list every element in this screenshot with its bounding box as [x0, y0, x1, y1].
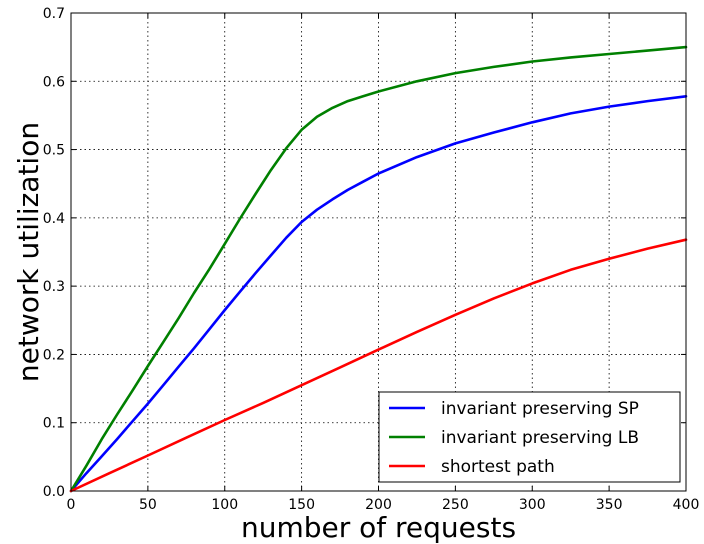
- x-tick-label: 250: [442, 497, 469, 513]
- y-tick-label: 0.4: [43, 211, 65, 227]
- legend-label-1: invariant preserving LB: [441, 428, 639, 448]
- series-line-2: [69, 238, 688, 493]
- x-tick-label: 200: [365, 497, 392, 513]
- legend-label-2: shortest path: [441, 457, 555, 477]
- x-tick-label: 350: [596, 497, 623, 513]
- legend-label-0: invariant preserving SP: [441, 399, 639, 419]
- x-axis-title: number of requests: [241, 511, 516, 544]
- y-tick-label: 0.0: [43, 484, 65, 500]
- y-tick-label: 0.2: [43, 347, 65, 363]
- x-tick-labels: 0 50 100 150 200 250 300 350 400: [67, 497, 700, 513]
- y-tick-labels: 0.0 0.1 0.2 0.3 0.4 0.5 0.6 0.7: [43, 6, 65, 500]
- y-tick-label: 0.6: [43, 74, 65, 90]
- series-group: [69, 45, 688, 493]
- x-tick-label: 0: [67, 497, 76, 513]
- x-tick-label: 100: [211, 497, 238, 513]
- y-tick-label: 0.3: [43, 279, 65, 295]
- series-line-0: [69, 95, 688, 493]
- x-tick-label: 150: [288, 497, 315, 513]
- x-tick-label: 300: [519, 497, 546, 513]
- y-tick-label: 0.5: [43, 143, 65, 159]
- x-tick-label: 400: [673, 497, 700, 513]
- legend: invariant preserving SP invariant preserv…: [378, 391, 681, 483]
- y-tick-label: 0.1: [43, 416, 65, 432]
- legend-box: [378, 391, 681, 483]
- x-tick-label: 50: [139, 497, 157, 513]
- y-axis-title: network utilization: [12, 122, 45, 382]
- axis-ticks: [70, 12, 687, 492]
- y-tick-label: 0.7: [43, 6, 65, 22]
- series-line-1: [69, 45, 688, 493]
